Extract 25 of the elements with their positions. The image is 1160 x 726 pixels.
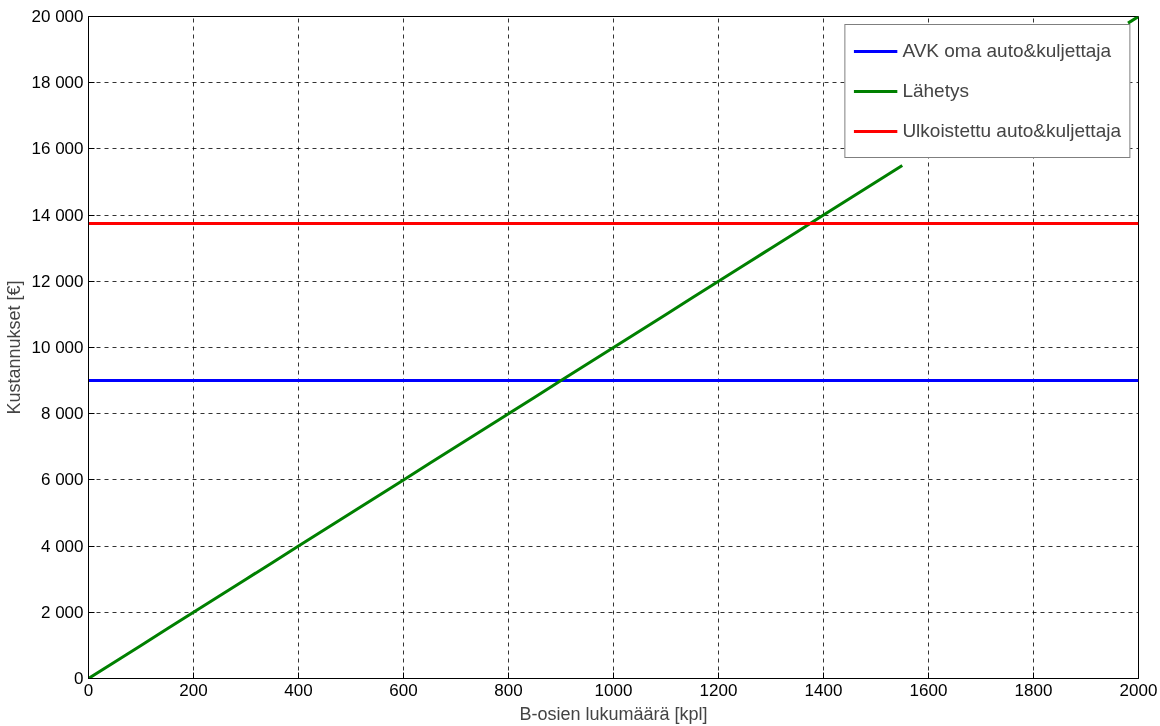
y-tick-label: 14 000 xyxy=(31,205,84,225)
y-tick-label: 8 000 xyxy=(40,404,84,424)
x-tick-label: 1000 xyxy=(594,680,633,700)
x-tick-label: 800 xyxy=(494,680,523,700)
x-tick-label: 1200 xyxy=(699,680,738,700)
x-tick-label: 600 xyxy=(389,680,418,700)
legend-label: AVK oma auto&kuljettaja xyxy=(902,39,1112,63)
y-axis-title: Kustannukset [€] xyxy=(3,280,24,415)
y-tick-label: 18 000 xyxy=(31,73,84,93)
legend-label: Ulkoistettu auto&kuljettaja xyxy=(902,119,1121,143)
y-tick-label: 16 000 xyxy=(31,139,84,159)
y-tick-label: 6 000 xyxy=(40,470,84,490)
x-tick-label: 1800 xyxy=(1014,680,1053,700)
legend-label: Lähetys xyxy=(902,79,969,103)
y-tick-label: 20 000 xyxy=(31,7,84,26)
x-tick-label: 400 xyxy=(284,680,313,700)
y-tick-label: 2 000 xyxy=(40,602,84,622)
x-tick-label: 1400 xyxy=(804,680,843,700)
x-tick-label: 2000 xyxy=(1119,680,1158,700)
y-tick-label: 12 000 xyxy=(31,271,84,291)
y-tick-label: 4 000 xyxy=(40,536,84,556)
y-tick-label: 10 000 xyxy=(31,338,84,357)
x-tick-label: 1600 xyxy=(909,680,948,700)
x-tick-label: 200 xyxy=(179,680,208,700)
x-axis-title: B-osien lukumäärä [kpl] xyxy=(519,703,708,724)
